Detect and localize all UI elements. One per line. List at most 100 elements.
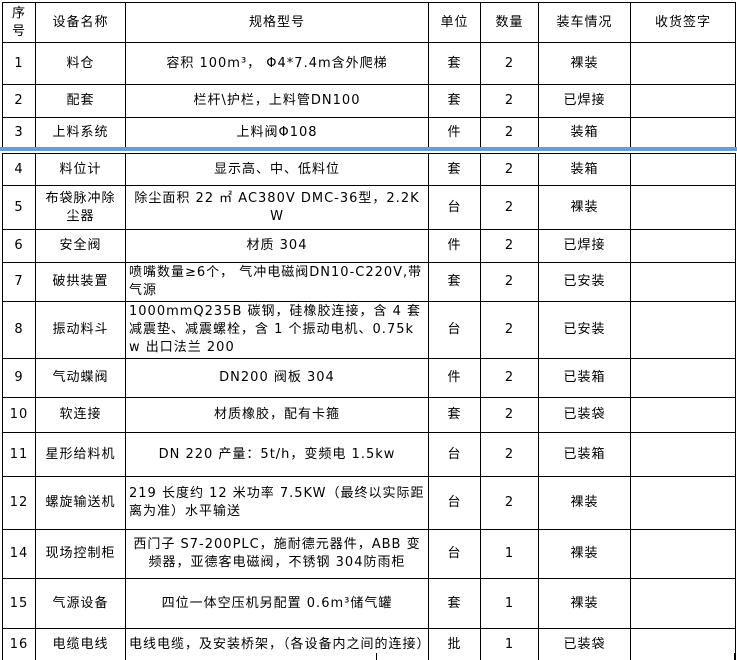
cell-equipment-name[interactable]: 气源设备 xyxy=(35,578,126,629)
cell-equipment-name[interactable]: 现场控制柜 xyxy=(35,529,126,579)
cell-spec-model[interactable]: 喷嘴数量≥6个， 气冲电磁阀DN10-C220V,带气源 xyxy=(125,262,429,302)
col-header-signature[interactable]: 收货签字 xyxy=(630,2,736,43)
cell-equipment-name[interactable]: 星形给料机 xyxy=(35,432,126,477)
cell-signature[interactable] xyxy=(630,529,736,579)
cell-loading-status[interactable]: 已装箱 xyxy=(538,432,631,477)
cell-quantity[interactable]: 2 xyxy=(480,358,539,398)
cell-unit[interactable]: 套 xyxy=(428,84,481,118)
cell-unit[interactable]: 套 xyxy=(428,153,481,186)
cell-signature[interactable] xyxy=(630,358,736,398)
cell-equipment-name[interactable]: 螺旋输送机 xyxy=(35,476,126,530)
cell-spec-model[interactable]: DN200 阀板 304 xyxy=(125,358,429,398)
cell-signature[interactable] xyxy=(630,628,736,660)
cell-unit[interactable]: 台 xyxy=(428,185,481,230)
cell-loading-status[interactable]: 已装箱 xyxy=(538,358,631,398)
cell-equipment-name[interactable]: 布袋脉冲除尘器 xyxy=(35,185,126,230)
col-header-equipment-name[interactable]: 设备名称 xyxy=(35,2,126,43)
cell-spec-model[interactable]: 除尘面积 22 ㎡ AC380V DMC-36型，2.2KW xyxy=(125,185,429,230)
cell-index[interactable]: 3 xyxy=(2,117,36,148)
cell-quantity[interactable]: 1 xyxy=(480,529,539,579)
cell-spec-model[interactable]: DN 220 产量：5t/h，变频电 1.5kw xyxy=(125,432,429,477)
cell-unit[interactable]: 批 xyxy=(428,628,481,660)
cell-signature[interactable] xyxy=(630,117,736,148)
cell-signature[interactable] xyxy=(630,578,736,629)
cell-quantity[interactable]: 2 xyxy=(480,397,539,433)
cell-quantity[interactable]: 1 xyxy=(480,578,539,629)
cell-unit[interactable]: 套 xyxy=(428,578,481,629)
cell-unit[interactable]: 台 xyxy=(428,301,481,359)
cell-index[interactable]: 2 xyxy=(2,84,36,118)
cell-index[interactable]: 10 xyxy=(2,397,36,433)
cell-loading-status[interactable]: 装箱 xyxy=(538,153,631,186)
cell-unit[interactable]: 件 xyxy=(428,117,481,148)
cell-index[interactable]: 8 xyxy=(2,301,36,359)
cell-loading-status[interactable]: 裸装 xyxy=(538,578,631,629)
cell-index[interactable]: 1 xyxy=(2,42,36,85)
cell-quantity[interactable]: 2 xyxy=(480,42,539,85)
cell-spec-model[interactable]: 1000mmQ235B 碳钢，硅橡胶连接，含 4 套减震垫、减震螺栓，含 1 个… xyxy=(125,301,429,359)
cell-signature[interactable] xyxy=(630,262,736,302)
cell-equipment-name[interactable]: 振动料斗 xyxy=(35,301,126,359)
cell-index[interactable]: 16 xyxy=(2,628,36,660)
cell-unit[interactable]: 件 xyxy=(428,229,481,263)
cell-unit[interactable]: 台 xyxy=(428,476,481,530)
cell-signature[interactable] xyxy=(630,153,736,186)
cell-loading-status[interactable]: 已装袋 xyxy=(538,397,631,433)
cell-quantity[interactable]: 2 xyxy=(480,153,539,186)
cell-unit[interactable]: 套 xyxy=(428,262,481,302)
cell-spec-model[interactable]: 219 长度约 12 米功率 7.5KW（最终以实际距离为准）水平输送 xyxy=(125,476,429,530)
col-header-spec-model[interactable]: 规格型号 xyxy=(125,2,429,43)
cell-loading-status[interactable]: 已焊接 xyxy=(538,229,631,263)
cell-signature[interactable] xyxy=(630,397,736,433)
cell-equipment-name[interactable]: 气动蝶阀 xyxy=(35,358,126,398)
cell-index[interactable]: 12 xyxy=(2,476,36,530)
cell-spec-model[interactable]: 栏杆\护栏，上料管DN100 xyxy=(125,84,429,118)
cell-index[interactable]: 6 xyxy=(2,229,36,263)
cell-spec-model[interactable]: 上料阀Φ108 xyxy=(125,117,429,148)
cell-quantity[interactable]: 2 xyxy=(480,117,539,148)
cell-signature[interactable] xyxy=(630,229,736,263)
cell-index[interactable]: 9 xyxy=(2,358,36,398)
cell-quantity[interactable]: 2 xyxy=(480,432,539,477)
cell-signature[interactable] xyxy=(630,301,736,359)
cell-equipment-name[interactable]: 料位计 xyxy=(35,153,126,186)
cell-quantity[interactable]: 2 xyxy=(480,476,539,530)
cell-loading-status[interactable]: 裸装 xyxy=(538,529,631,579)
cell-spec-model[interactable]: 显示高、中、低料位 xyxy=(125,153,429,186)
cell-index[interactable]: 7 xyxy=(2,262,36,302)
col-header-index[interactable]: 序号 xyxy=(2,2,36,43)
cell-signature[interactable] xyxy=(630,42,736,85)
cell-quantity[interactable]: 2 xyxy=(480,84,539,118)
cell-unit[interactable]: 套 xyxy=(428,42,481,85)
cell-loading-status[interactable]: 裸装 xyxy=(538,42,631,85)
cell-signature[interactable] xyxy=(630,84,736,118)
cell-quantity[interactable]: 2 xyxy=(480,229,539,263)
cell-loading-status[interactable]: 已安装 xyxy=(538,301,631,359)
cell-unit[interactable]: 套 xyxy=(428,397,481,433)
cell-loading-status[interactable]: 裸装 xyxy=(538,185,631,230)
cell-loading-status[interactable]: 已装袋 xyxy=(538,628,631,660)
cell-quantity[interactable]: 2 xyxy=(480,262,539,302)
cell-equipment-name[interactable]: 安全阀 xyxy=(35,229,126,263)
cell-equipment-name[interactable]: 配套 xyxy=(35,84,126,118)
cell-equipment-name[interactable]: 电缆电线 xyxy=(35,628,126,660)
cell-equipment-name[interactable]: 软连接 xyxy=(35,397,126,433)
cell-index[interactable]: 11 xyxy=(2,432,36,477)
cell-equipment-name[interactable]: 上料系统 xyxy=(35,117,126,148)
cell-loading-status[interactable]: 已焊接 xyxy=(538,84,631,118)
cell-signature[interactable] xyxy=(630,432,736,477)
cell-signature[interactable] xyxy=(630,185,736,230)
cell-unit[interactable]: 件 xyxy=(428,358,481,398)
cell-index[interactable]: 5 xyxy=(2,185,36,230)
cell-spec-model[interactable]: 容积 100m³， Φ4*7.4m含外爬梯 xyxy=(125,42,429,85)
cell-index[interactable]: 14 xyxy=(2,529,36,579)
col-header-loading-status[interactable]: 装车情况 xyxy=(538,2,631,43)
cell-spec-model[interactable]: 材质 304 xyxy=(125,229,429,263)
col-header-quantity[interactable]: 数量 xyxy=(480,2,539,43)
cell-loading-status[interactable]: 已安装 xyxy=(538,262,631,302)
cell-spec-model[interactable]: 四位一体空压机另配置 0.6m³储气罐 xyxy=(125,578,429,629)
cell-spec-model[interactable]: 材质橡胶，配有卡箍 xyxy=(125,397,429,433)
cell-signature[interactable] xyxy=(630,476,736,530)
cell-loading-status[interactable]: 装箱 xyxy=(538,117,631,148)
col-header-unit[interactable]: 单位 xyxy=(428,2,481,43)
